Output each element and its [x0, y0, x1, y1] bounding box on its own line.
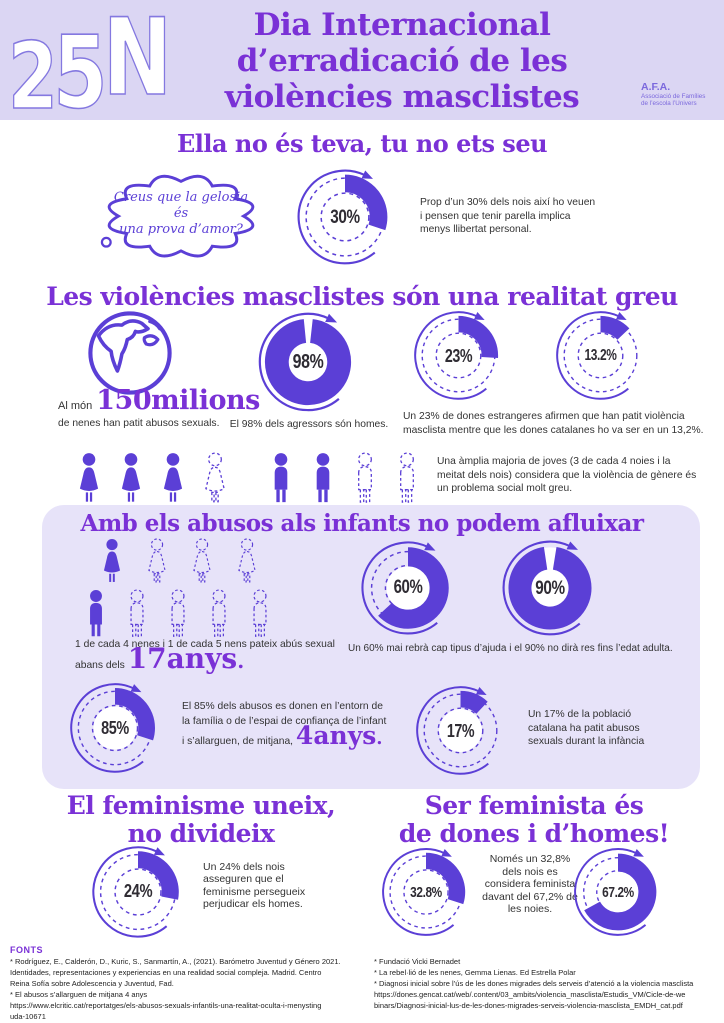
ratio-stat: 1 de cada 4 nenes i 1 de cada 5 nens pat… [75, 639, 335, 675]
sources-title: FONTS [10, 945, 43, 955]
donut-value-label: 24% [123, 881, 153, 902]
title-line: d’erradicació de les [236, 43, 568, 79]
caption-jealousy: Prop d’un 30% dels nois així ho veuen i … [420, 197, 596, 236]
donut-value-label: 30% [330, 205, 360, 228]
donut-value-label: 32.8% [410, 883, 442, 901]
donut-chart-family-85: 85% [65, 678, 165, 778]
caption-family: El 85% dels abusos es donen en l’entorn … [182, 701, 387, 751]
section-heading-jealousy: Ella no és teva, tu no ets seu [176, 129, 548, 158]
caption-youth: Una àmplia majoria de joves (3 de cada 4… [437, 456, 697, 495]
person-male-icon-outline [130, 589, 144, 637]
donut-chart-antifeminism-24: 24% [87, 841, 189, 943]
source-line: * Rodríguez, E., Calderón, D., Kuric, S.… [10, 957, 341, 966]
org-subtitle: Associació de Famílies [641, 93, 706, 100]
section-heading-feminism-left: El feminisme uneix, no divideix [66, 791, 336, 848]
world-number: 150milions [96, 385, 260, 416]
ratio-number: 17anys [127, 641, 238, 675]
source-line: https://dones.gencat.cat/web/.content/03… [374, 990, 686, 999]
person-female-icon-outline [193, 538, 211, 583]
donut-chart-nohelp-60: 60% [356, 536, 460, 640]
boys-pictogram-row [83, 589, 273, 638]
donut-chart-boys-feminist-32-8: 32.8% [377, 843, 475, 941]
caption-migrant: Un 23% de dones estrangeres afirmen que … [403, 411, 704, 436]
donut-chart-silence-90: 90% [497, 535, 603, 641]
donut-value-label: 17% [446, 719, 475, 741]
source-line: * El abusos s’allarguen de mitjana 4 any… [10, 990, 148, 999]
donut-value-label: 60% [393, 577, 423, 598]
person-female-icon-outline [205, 452, 225, 503]
family-number: 4anys [295, 721, 377, 751]
person-male-icon-outline [171, 589, 185, 637]
caption-world: de nenes han patit abusos sexuals. [58, 418, 220, 429]
person-female-icon [103, 538, 121, 582]
youth-pictogram-row [76, 450, 420, 506]
bubble-text: Creus que la gelosia és una prova d’amor… [113, 190, 249, 237]
org-subtitle: de l’escola l’Univers [641, 100, 697, 108]
source-line: Identidades, representaciones y experien… [10, 968, 322, 977]
donut-value-label: 85% [101, 717, 129, 738]
person-male-icon [316, 453, 330, 503]
person-male-icon-outline [400, 452, 414, 503]
donut-chart-catalan-13: 13.2% [551, 306, 650, 405]
donut-value-label: 23% [444, 344, 473, 366]
source-line: Reina Sofía sobre Adolescencia y Juventu… [10, 979, 174, 988]
caption-compare: Només un 32,8% dels nois es considera fe… [482, 853, 578, 916]
donut-chart-girls-feminist-67-2: 67.2% [569, 843, 667, 941]
donut-chart-jealousy-30: 30% [292, 164, 398, 270]
person-female-icon-outline [148, 538, 166, 583]
page-title: Dia Internacional d’erradicació de les v… [168, 7, 636, 115]
source-line: * Fundació Vicki Bernadet [374, 957, 461, 966]
sources-right-column: * Fundació Vicki Bernadet * La rebel·lió … [374, 956, 720, 1011]
section-heading-children: Amb els abusos als infants no podem aflu… [80, 510, 644, 537]
donut-value-label: 13.2% [584, 346, 617, 364]
donut-value-label: 90% [535, 576, 565, 599]
sources-left-column: * Rodríguez, E., Calderón, D., Kuric, S.… [10, 956, 370, 1022]
person-male-icon-outline [253, 589, 267, 637]
org-name: A.F.A. [641, 81, 671, 93]
person-male-icon-outline [358, 452, 372, 503]
section-heading-reality: Les violències masclistes són una realit… [46, 282, 678, 311]
source-line: https://www.elcritic.cat/reportatges/els… [10, 1001, 322, 1010]
donut-value-label: 98% [292, 350, 324, 373]
caption-antifeminism: Un 24% dels nois asseguren que el femini… [203, 861, 306, 910]
donut-chart-aggressors-98: 98% [253, 307, 363, 417]
source-line: binars/Diagnosi-inicial-lus-de-les-dones… [374, 1001, 683, 1010]
person-male-icon [274, 453, 288, 503]
source-line: * Diagnosi inicial sobre l’ús de les don… [374, 979, 694, 988]
source-line: uda-10671 [10, 1012, 46, 1021]
donut-chart-childhood-17: 17% [411, 681, 510, 780]
person-female-icon [79, 453, 99, 502]
title-line: violències masclistes [224, 79, 580, 115]
section-heading-feminism-right: Ser feminista és de dones i d’homes! [398, 791, 670, 848]
donut-chart-migrant-23: 23% [409, 306, 508, 405]
child-abuse-panel [42, 505, 700, 789]
thought-bubble-icon: Creus que la gelosia és una prova d’amor… [94, 164, 268, 270]
globe-icon [85, 308, 175, 398]
caption-childhood: Un 17% de la població catalana ha patit … [528, 709, 645, 748]
person-female-icon [121, 453, 141, 502]
person-male-icon-outline [212, 589, 226, 637]
person-female-icon-outline [238, 538, 256, 583]
world-stat: Al món 150milions [58, 385, 260, 416]
caption-help: Un 60% mai rebrà cap tipus d’ajuda i el … [348, 643, 673, 654]
person-female-icon [163, 453, 183, 502]
caption-aggressors: El 98% dels agressors són homes. [229, 419, 389, 430]
girls-pictogram-row [99, 538, 260, 584]
afa-logo: A.F.A. Associació de Famílies de l’escol… [641, 81, 723, 107]
title-line: Dia Internacional [253, 7, 551, 43]
person-male-icon [90, 590, 102, 637]
donut-value-label: 67.2% [602, 883, 634, 901]
source-line: * La rebel·lió de les nenes, Gemma Liena… [374, 968, 576, 977]
